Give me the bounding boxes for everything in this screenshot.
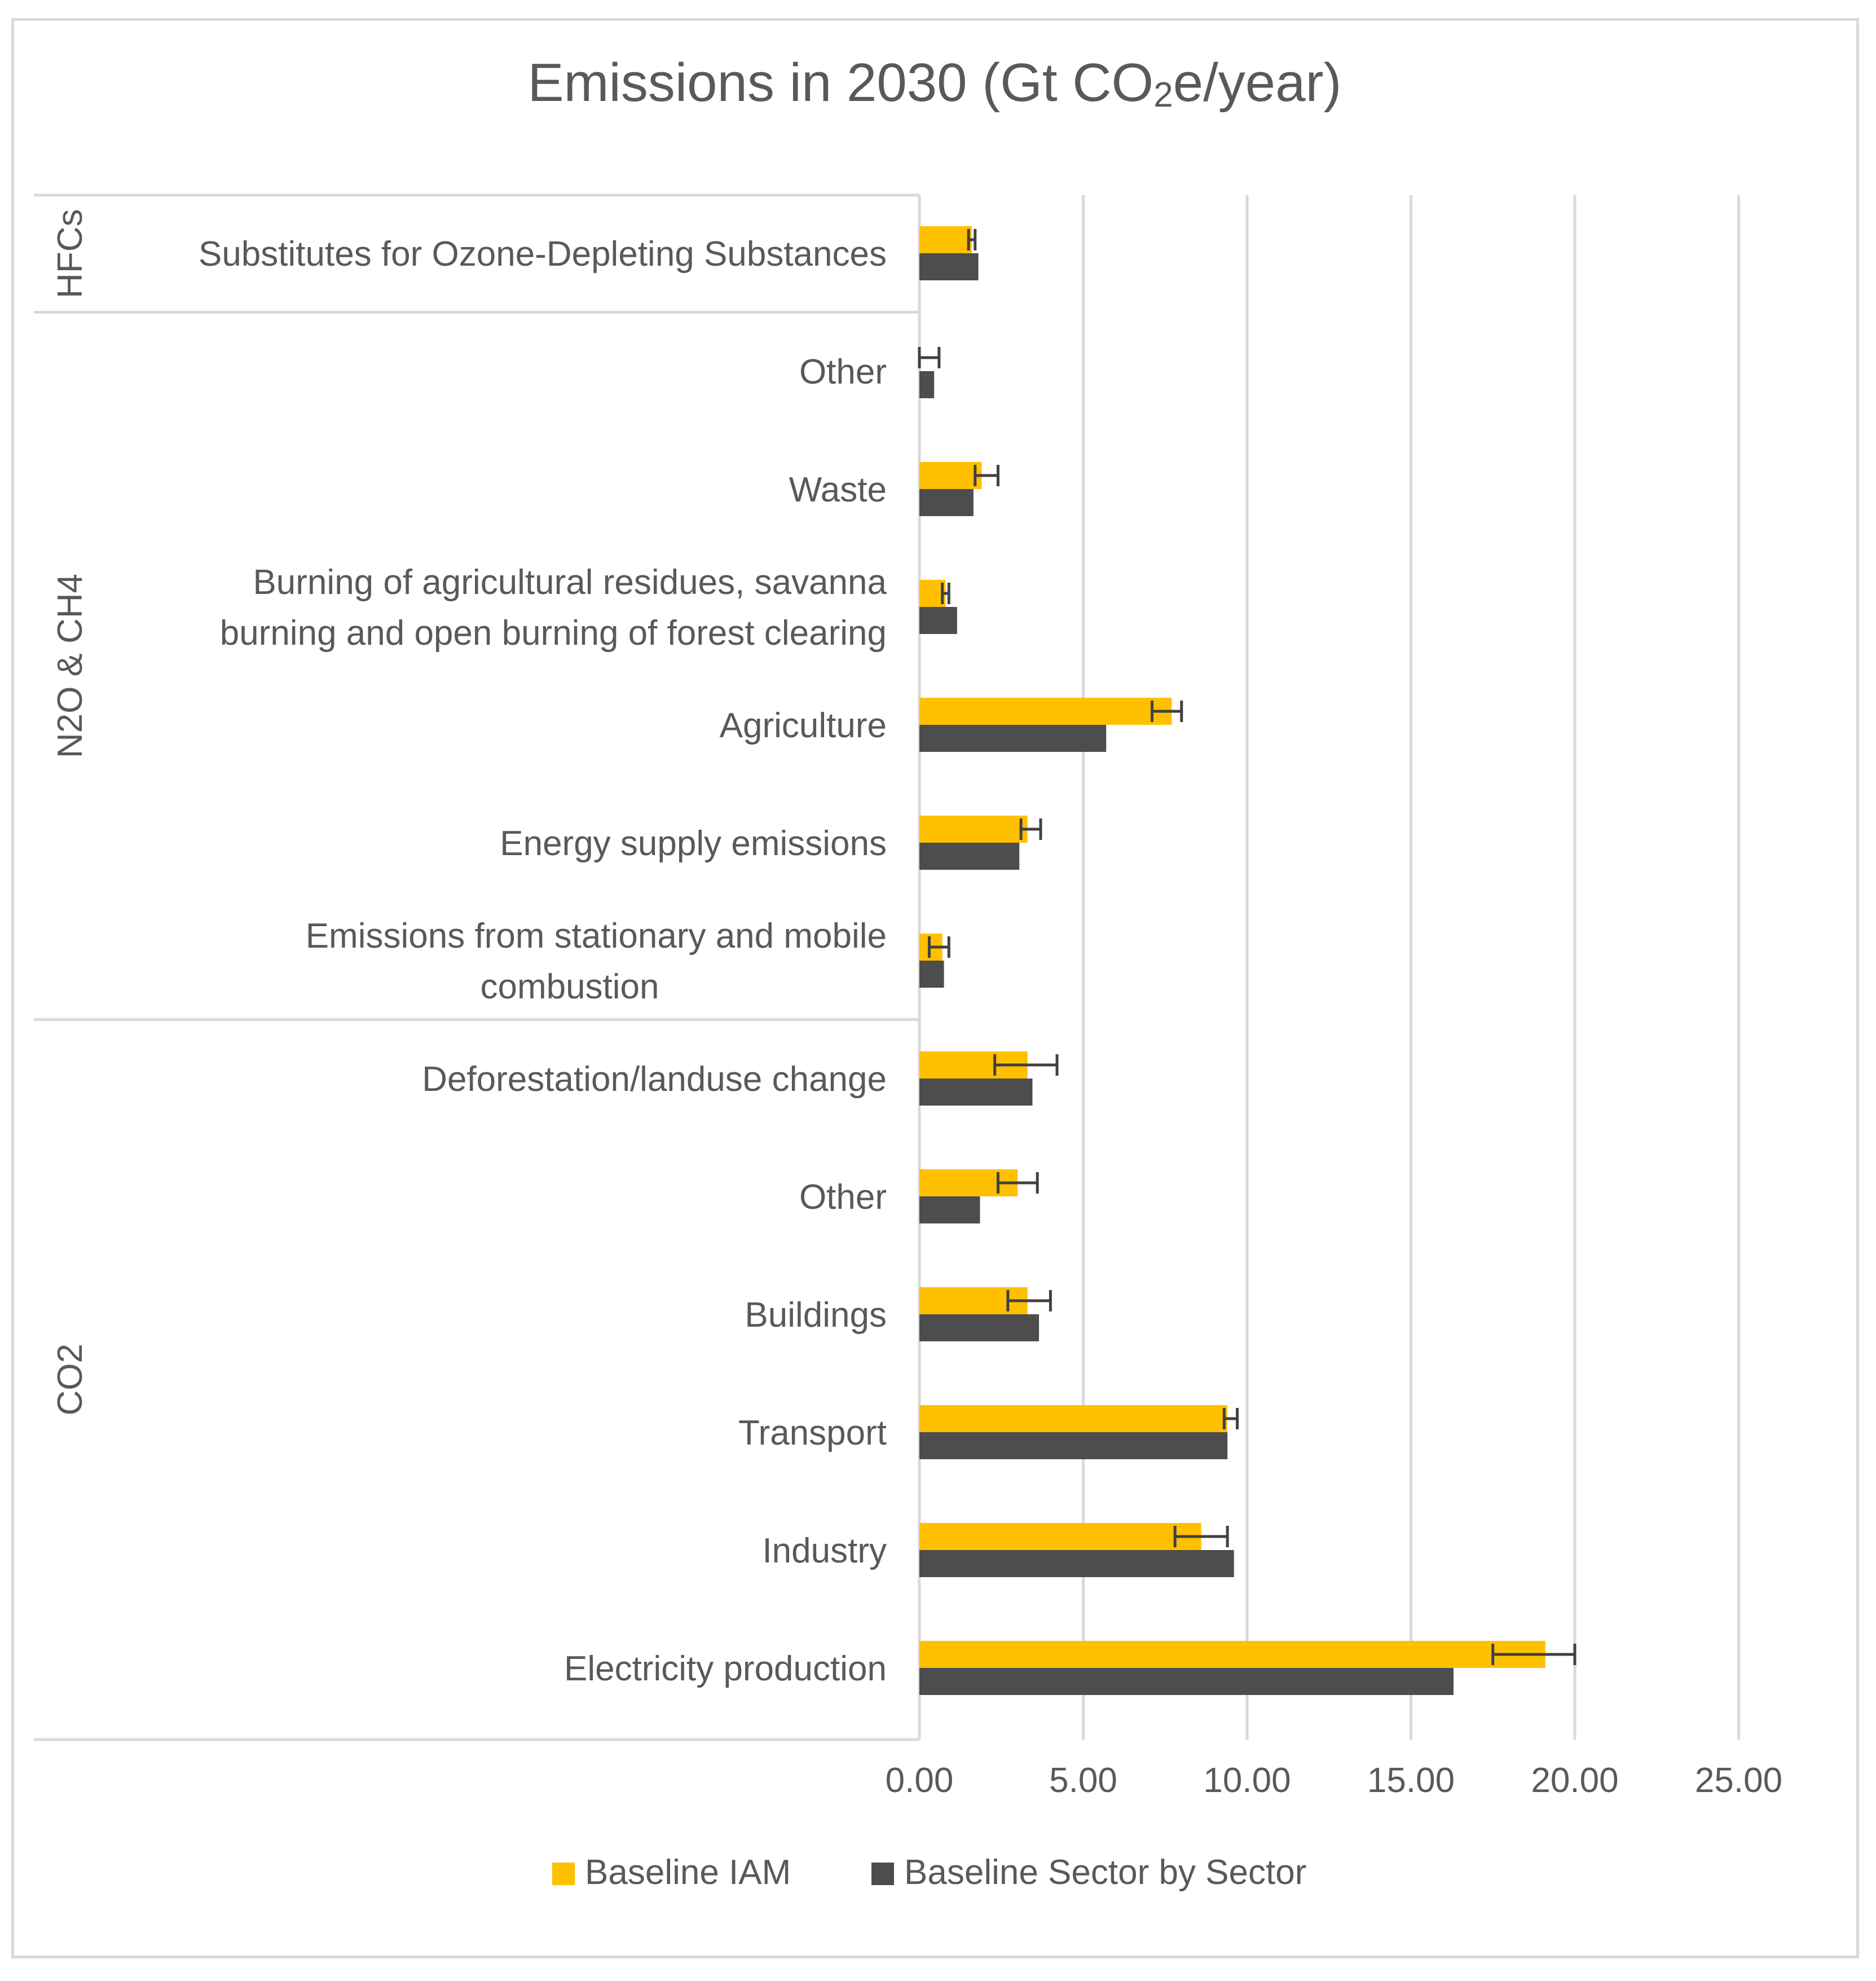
bar-baseline-iam bbox=[919, 1405, 1228, 1432]
legend-layer: Baseline IAM Baseline Sector by Sector bbox=[552, 1853, 1306, 1892]
bar-baseline-iam bbox=[919, 1641, 1545, 1668]
bar-baseline-sector bbox=[919, 1196, 980, 1223]
category-label: Buildings bbox=[745, 1296, 887, 1335]
category-label: Other bbox=[799, 1178, 887, 1217]
category-label: Electricity production bbox=[564, 1649, 887, 1688]
category-label: Energy supply emissions bbox=[500, 824, 887, 863]
category-label: Agriculture bbox=[720, 706, 887, 745]
axis-layer bbox=[34, 193, 921, 1741]
category-label: Transport bbox=[738, 1414, 887, 1452]
bar-baseline-sector bbox=[919, 489, 974, 516]
bar-baseline-iam bbox=[919, 698, 1172, 725]
bar-baseline-sector bbox=[919, 961, 944, 988]
bar-baseline-sector bbox=[919, 725, 1107, 752]
bar-layer bbox=[918, 226, 1576, 1695]
x-tick-label: 10.00 bbox=[1203, 1761, 1291, 1800]
x-tick-label: 15.00 bbox=[1367, 1761, 1455, 1800]
bar-baseline-sector bbox=[919, 371, 935, 398]
x-tick-label: 25.00 bbox=[1695, 1761, 1782, 1800]
chart-svg: Emissions in 2030 (Gt CO2e/year) 0.00 5.0… bbox=[34, 52, 1782, 1892]
category-label: Deforestation/landuse change bbox=[422, 1060, 887, 1099]
chart-title-subscript: 2 bbox=[1153, 76, 1173, 115]
x-tick-label: 5.00 bbox=[1049, 1761, 1117, 1800]
bar-baseline-sector bbox=[919, 1550, 1234, 1577]
bar-baseline-sector bbox=[919, 1668, 1454, 1695]
category-label: Emissions from stationary and mobile bbox=[306, 917, 887, 956]
bar-baseline-iam bbox=[919, 226, 972, 253]
x-tick-label: 0.00 bbox=[886, 1761, 954, 1800]
category-label: Substitutes for Ozone-Depleting Substanc… bbox=[199, 235, 887, 274]
legend-swatch bbox=[871, 1863, 894, 1885]
bar-baseline-iam bbox=[919, 1523, 1201, 1550]
legend-label: Baseline IAM bbox=[585, 1853, 791, 1892]
bar-baseline-sector bbox=[919, 1078, 1033, 1106]
group-label: HFCs bbox=[51, 209, 90, 298]
legend-swatch bbox=[552, 1863, 575, 1885]
group-label: CO2 bbox=[51, 1344, 90, 1415]
category-label: burning and open burning of forest clear… bbox=[220, 614, 887, 653]
category-label: combustion bbox=[480, 967, 659, 1006]
bar-baseline-sector bbox=[919, 253, 979, 280]
category-label: Other bbox=[799, 353, 887, 391]
label-layer: 0.00 5.00 10.00 15.00 20.00 25.00 HFCs N2O & CH… bbox=[51, 209, 1782, 1800]
bar-baseline-sector bbox=[919, 843, 1020, 870]
x-tick-label: 20.00 bbox=[1531, 1761, 1618, 1800]
chart-title: Emissions in 2030 (Gt CO2e/year) bbox=[528, 52, 1342, 115]
bar-baseline-iam bbox=[919, 462, 982, 489]
bar-baseline-iam bbox=[919, 816, 1028, 843]
grid-layer bbox=[1082, 195, 1740, 1740]
group-label: N2O & CH4 bbox=[51, 574, 90, 758]
bar-baseline-sector bbox=[919, 1432, 1228, 1459]
category-label: Industry bbox=[762, 1531, 887, 1570]
bar-baseline-sector bbox=[919, 1314, 1040, 1341]
bar-baseline-sector bbox=[919, 607, 957, 634]
legend-label: Baseline Sector by Sector bbox=[904, 1853, 1306, 1892]
category-label: Burning of agricultural residues, savann… bbox=[253, 563, 887, 602]
chart-frame: Emissions in 2030 (Gt CO2e/year) 0.00 5.0… bbox=[11, 18, 1859, 1958]
category-label: Waste bbox=[789, 470, 887, 509]
